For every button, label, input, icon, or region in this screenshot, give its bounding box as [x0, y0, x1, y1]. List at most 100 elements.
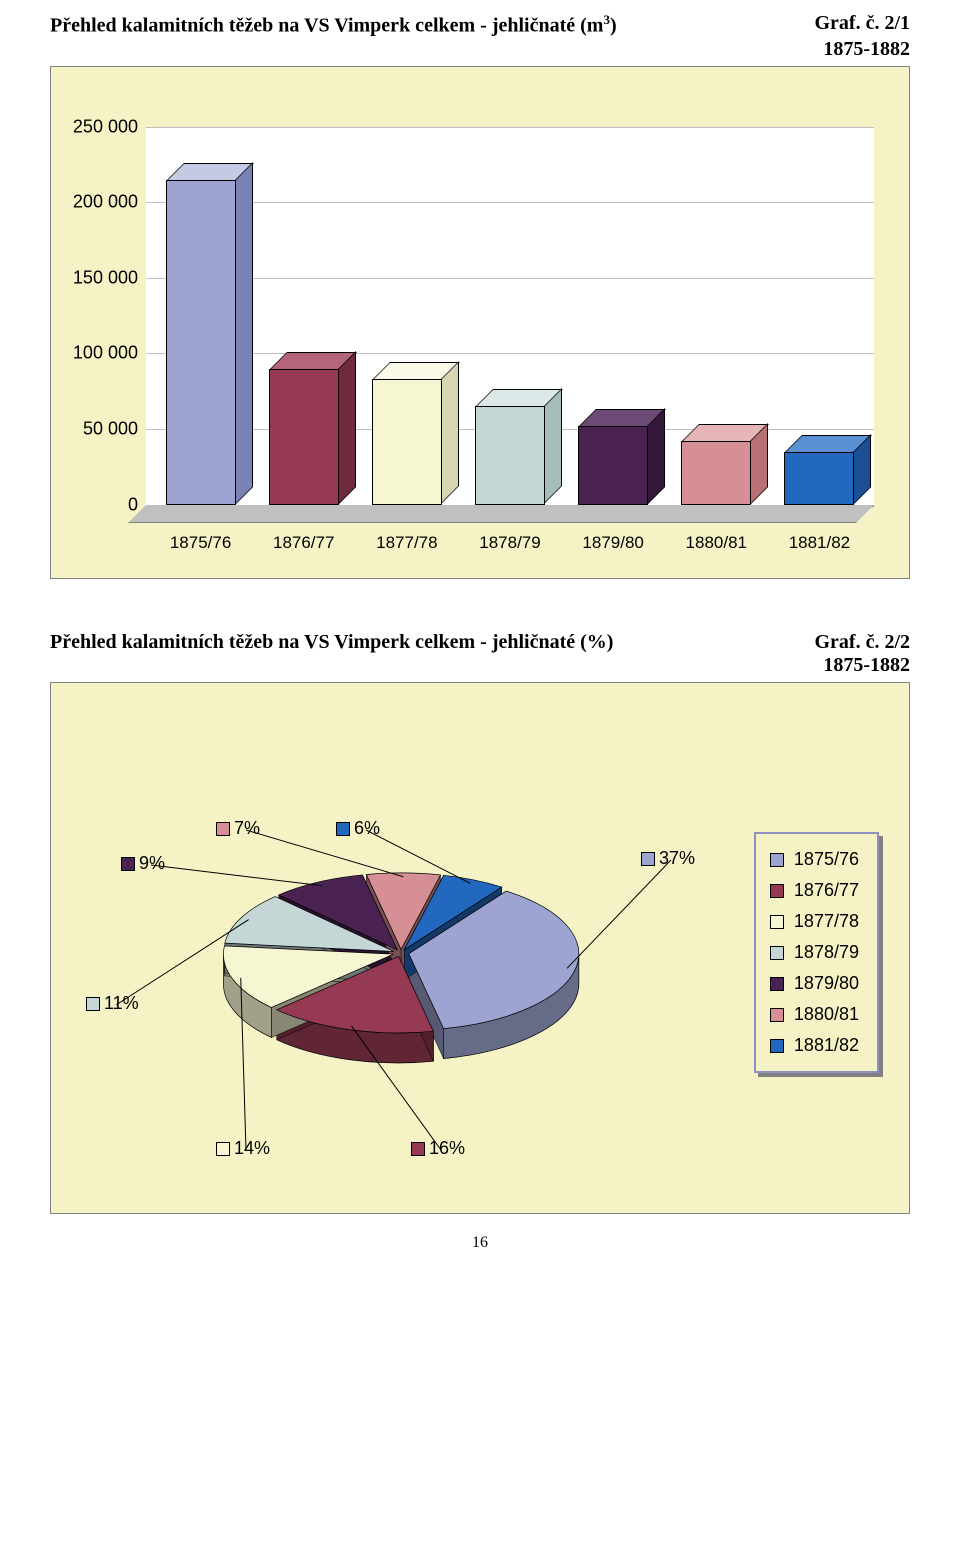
y-tick-label: 50 000	[83, 419, 138, 440]
legend-row: 1876/77	[770, 875, 859, 906]
legend-label: 1880/81	[794, 1004, 859, 1025]
bar-slot	[259, 369, 348, 505]
bar-plot-wrap: 050 000100 000150 000200 000250 000 1875…	[146, 127, 874, 553]
pie-label: 37%	[641, 848, 695, 869]
bar-front	[372, 379, 442, 504]
x-tick-label: 1879/80	[569, 533, 658, 553]
legend-label: 1879/80	[794, 973, 859, 994]
bar-chart-title-row: Přehled kalamitních těžeb na VS Vimperk …	[0, 0, 960, 38]
bar-side	[647, 408, 665, 505]
swatch-icon	[411, 1142, 425, 1156]
pie-label: 7%	[216, 818, 260, 839]
title-text-1: Přehled kalamitních těžeb na VS Vimperk …	[50, 15, 603, 37]
pie-label: 11%	[86, 993, 139, 1014]
bar-chart-title-right: Graf. č. 2/1	[814, 12, 910, 38]
y-tick-label: 200 000	[73, 192, 138, 213]
swatch-icon	[121, 857, 135, 871]
legend-label: 1878/79	[794, 942, 859, 963]
bar	[681, 441, 751, 505]
legend-label: 1877/78	[794, 911, 859, 932]
bar-side	[338, 351, 356, 505]
chart-floor	[128, 505, 874, 523]
leader-line	[151, 865, 321, 886]
swatch-icon	[216, 1142, 230, 1156]
bar-front	[166, 180, 236, 505]
swatch-icon	[336, 822, 350, 836]
pie-label: 14%	[216, 1138, 270, 1159]
bar-slot	[465, 406, 554, 504]
legend-row: 1877/78	[770, 906, 859, 937]
swatch-icon	[641, 852, 655, 866]
pie-chart-title-right: Graf. č. 2/2	[814, 631, 910, 654]
title-text-2: )	[610, 15, 617, 37]
legend-label: 1876/77	[794, 880, 859, 901]
bar	[578, 426, 648, 505]
bar-front	[578, 426, 648, 505]
leader-line	[567, 860, 671, 968]
bar-chart-title-left: Přehled kalamitních těžeb na VS Vimperk …	[50, 12, 617, 38]
pie-area: 37% 16% 14% 11% 9% 7% 6% 1875/76 1876/77 1877/78…	[71, 703, 889, 1183]
pie-label-text: 11%	[104, 993, 139, 1013]
pie-label-text: 7%	[234, 818, 260, 838]
pie-label-text: 9%	[139, 853, 165, 873]
bar-slot	[775, 452, 864, 505]
bar-plot: 050 000100 000150 000200 000250 000	[146, 127, 874, 507]
y-tick-label: 250 000	[73, 116, 138, 137]
bar-front	[784, 452, 854, 505]
bar-side	[441, 361, 459, 504]
pie-legend: 1875/76 1876/77 1877/78 1878/79 1879/80 1880/…	[754, 832, 879, 1073]
pie-label: 16%	[411, 1138, 465, 1159]
x-tick-label: 1875/76	[156, 533, 245, 553]
x-tick-label: 1877/78	[362, 533, 451, 553]
bar-side	[235, 162, 253, 505]
pie-label-text: 16%	[429, 1138, 465, 1158]
pie-label: 9%	[121, 853, 165, 874]
swatch-icon	[770, 1008, 784, 1022]
pie-chart-frame: 37% 16% 14% 11% 9% 7% 6% 1875/76 1876/77 1877/78…	[50, 682, 910, 1214]
bar-slot	[362, 379, 451, 504]
swatch-icon	[770, 946, 784, 960]
page-number: 16	[0, 1214, 960, 1282]
bar-chart-subtitle: 1875-1882	[0, 38, 960, 66]
legend-row: 1879/80	[770, 968, 859, 999]
legend-label: 1875/76	[794, 849, 859, 870]
swatch-icon	[770, 977, 784, 991]
bar-front	[475, 406, 545, 504]
bar	[372, 379, 442, 504]
swatch-icon	[770, 1039, 784, 1053]
pie-chart-title-row: Přehled kalamitních těžeb na VS Vimperk …	[0, 619, 960, 654]
bar-front	[269, 369, 339, 505]
swatch-icon	[770, 853, 784, 867]
pie-label-text: 14%	[234, 1138, 270, 1158]
y-tick-label: 100 000	[73, 343, 138, 364]
pie-label: 6%	[336, 818, 380, 839]
y-tick-label: 0	[128, 494, 138, 515]
legend-row: 1878/79	[770, 937, 859, 968]
pie-svg	[81, 743, 741, 1173]
y-tick-label: 150 000	[73, 267, 138, 288]
swatch-icon	[86, 997, 100, 1011]
bar	[784, 452, 854, 505]
x-tick-label: 1880/81	[672, 533, 761, 553]
bar-slot	[156, 180, 245, 505]
pie-chart-subtitle: 1875-1882	[0, 654, 960, 682]
bar-slot	[672, 441, 761, 505]
bar-chart-frame: 050 000100 000150 000200 000250 000 1875…	[50, 66, 910, 579]
legend-row: 1875/76	[770, 844, 859, 875]
swatch-icon	[216, 822, 230, 836]
swatch-icon	[770, 915, 784, 929]
bars-row	[146, 127, 874, 505]
x-tick-label: 1876/77	[259, 533, 348, 553]
bar-slot	[569, 426, 658, 505]
bar-side	[544, 388, 562, 504]
bar	[166, 180, 236, 505]
bar	[475, 406, 545, 504]
legend-row: 1880/81	[770, 999, 859, 1030]
bar	[269, 369, 339, 505]
pie-container: 37% 16% 14% 11% 9% 7% 6%	[81, 743, 724, 1163]
legend-label: 1881/82	[794, 1035, 859, 1056]
swatch-icon	[770, 884, 784, 898]
bar-front	[681, 441, 751, 505]
pie-chart-title-left: Přehled kalamitních těžeb na VS Vimperk …	[50, 631, 613, 654]
x-tick-label: 1878/79	[465, 533, 554, 553]
